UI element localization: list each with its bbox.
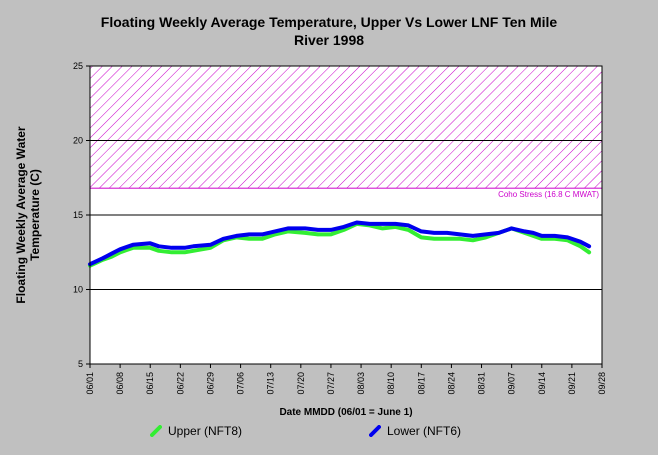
plot-border: [89, 65, 603, 365]
series-line-lower: [88, 220, 592, 267]
chart-title-line1: Floating Weekly Average Temperature, Upp…: [100, 14, 558, 30]
x-tick-label-08-17: 08/17: [416, 372, 426, 395]
x-tick-label-07-13: 07/13: [266, 372, 276, 395]
x-tick-label-09-14: 09/14: [537, 372, 547, 395]
legend-label-upper: Upper (NFT8): [168, 424, 243, 438]
x-tick-label-08-24: 08/24: [446, 372, 456, 395]
y-tick-label-20: 20: [73, 136, 83, 146]
x-tick-label-06-15: 06/15: [145, 372, 155, 395]
legend-label-lower: Lower (NFT6): [387, 424, 462, 438]
x-tick-label-07-20: 07/20: [296, 372, 306, 395]
threshold-label: Coho Stress (16.8 C MWAT): [498, 190, 599, 199]
y-tick-label-10: 10: [73, 285, 83, 295]
x-tick-label-07-27: 07/27: [326, 372, 336, 395]
y-tick-label-5: 5: [78, 359, 83, 369]
x-tick-label-06-22: 06/22: [175, 372, 185, 395]
legend-item-upper: Upper (NFT8): [150, 424, 242, 438]
x-tick-label-09-28: 09/28: [597, 372, 607, 395]
x-tick-label-06-01: 06/01: [85, 372, 95, 395]
x-tick-label-09-07: 09/07: [507, 372, 517, 395]
x-tick-label-06-08: 06/08: [115, 372, 125, 395]
x-tick-label-06-29: 06/29: [205, 372, 215, 395]
legend-item-lower: Lower (NFT6): [369, 424, 461, 438]
x-axis-label: Date MMDD (06/01 = June 1): [279, 407, 413, 418]
chart-title-line2: River 1998: [293, 32, 365, 48]
legend-swatch-upper: [150, 425, 162, 437]
x-tick-label-08-03: 08/03: [356, 372, 366, 395]
x-tick-label-07-06: 07/06: [236, 372, 246, 395]
x-tick-label-08-31: 08/31: [477, 372, 487, 395]
threshold-region: [90, 66, 602, 189]
y-tick-label-25: 25: [73, 61, 83, 71]
y-tick-label-15: 15: [73, 210, 83, 220]
x-tick-label-09-21: 09/21: [567, 372, 577, 395]
x-tick-label-08-10: 08/10: [386, 372, 396, 395]
legend-swatch-lower: [369, 425, 381, 437]
